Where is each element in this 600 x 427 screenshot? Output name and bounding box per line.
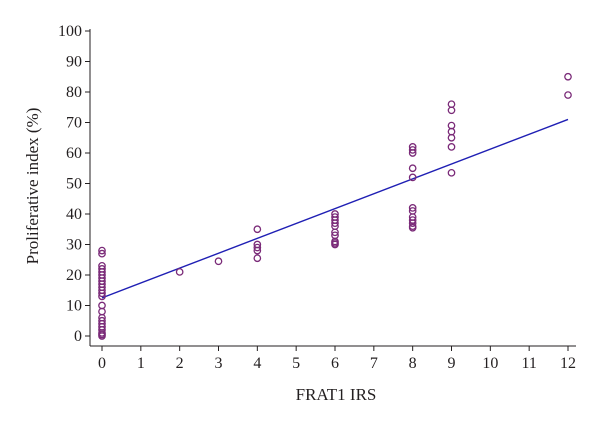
x-tick-label: 3 bbox=[215, 355, 223, 372]
data-point bbox=[408, 164, 417, 173]
data-point bbox=[253, 246, 262, 255]
data-point bbox=[253, 243, 262, 252]
data-point bbox=[98, 289, 106, 298]
x-tick-label: 4 bbox=[253, 355, 261, 372]
axes bbox=[89, 29, 576, 347]
x-tick-label: 1 bbox=[137, 355, 145, 372]
data-point bbox=[447, 133, 456, 142]
data-point bbox=[408, 173, 417, 182]
fit-line-layer bbox=[101, 118, 569, 299]
data-point bbox=[98, 307, 106, 316]
data-point bbox=[98, 301, 106, 310]
x-tick-label: 8 bbox=[409, 355, 417, 372]
x-tick-label: 5 bbox=[292, 355, 300, 372]
data-point bbox=[408, 149, 417, 157]
data-point bbox=[408, 219, 417, 227]
x-tick-label: 6 bbox=[331, 355, 339, 372]
data-point bbox=[331, 228, 339, 237]
y-tick-label: 30 bbox=[66, 237, 82, 254]
y-tick-label: 0 bbox=[74, 328, 82, 345]
data-point bbox=[253, 225, 262, 234]
x-tick-label: 7 bbox=[370, 355, 378, 372]
data-point bbox=[98, 292, 106, 301]
data-point bbox=[447, 100, 456, 109]
data-points bbox=[98, 72, 572, 340]
x-tick-label: 12 bbox=[560, 355, 576, 372]
data-point bbox=[447, 168, 456, 177]
x-tick-label: 11 bbox=[521, 355, 536, 372]
data-point bbox=[331, 219, 339, 227]
data-point bbox=[98, 246, 106, 255]
y-tick-label: 40 bbox=[66, 206, 82, 223]
y-tick-label: 60 bbox=[66, 145, 82, 162]
y-tick-label: 80 bbox=[66, 84, 82, 101]
data-point bbox=[564, 72, 572, 81]
data-point bbox=[214, 257, 223, 266]
data-point bbox=[98, 249, 106, 258]
data-point bbox=[331, 240, 339, 249]
data-point bbox=[408, 204, 417, 212]
data-point bbox=[447, 127, 456, 136]
y-tick-label: 20 bbox=[66, 267, 82, 284]
data-point bbox=[98, 332, 106, 340]
data-point bbox=[564, 91, 572, 99]
y-tick-label: 70 bbox=[66, 115, 82, 132]
x-tick-label: 2 bbox=[176, 355, 184, 372]
y-tick-label: 90 bbox=[66, 54, 82, 71]
x-axis-title: FRAT1 IRS bbox=[296, 385, 377, 404]
y-tick-label: 10 bbox=[66, 298, 82, 315]
x-tick-label: 0 bbox=[98, 355, 106, 372]
x-tick-label: 10 bbox=[482, 355, 498, 372]
x-tick-label: 9 bbox=[448, 355, 456, 372]
data-point bbox=[447, 106, 456, 115]
data-point bbox=[408, 146, 417, 154]
tick-marks bbox=[85, 30, 569, 351]
data-point bbox=[253, 254, 262, 263]
data-point bbox=[408, 223, 417, 232]
data-point bbox=[175, 268, 184, 276]
regression-line bbox=[101, 118, 569, 299]
y-tick-label: 50 bbox=[66, 176, 82, 193]
y-tick-label: 100 bbox=[58, 23, 82, 40]
y-axis-title: Proliferative index (%) bbox=[23, 108, 42, 265]
data-point bbox=[447, 121, 456, 130]
data-point bbox=[447, 143, 456, 151]
